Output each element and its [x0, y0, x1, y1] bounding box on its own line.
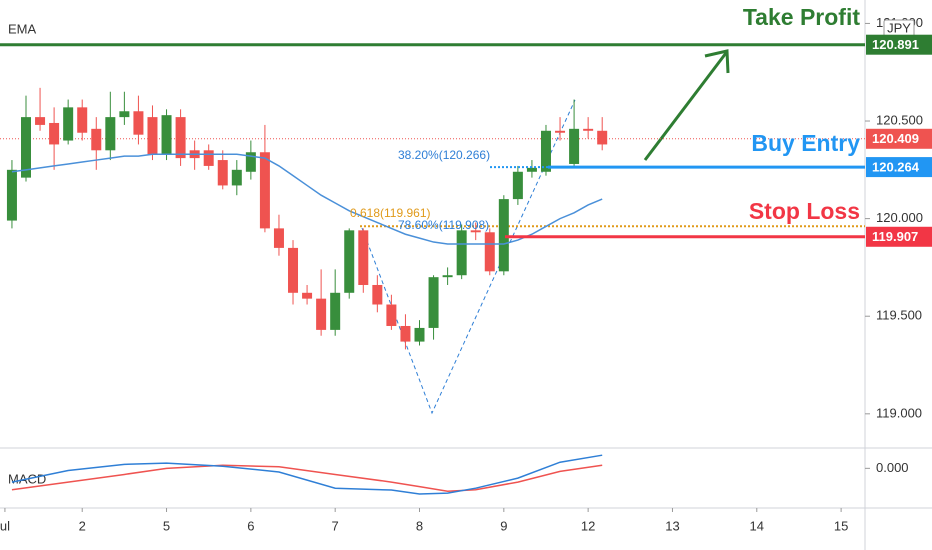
candle-body [259, 152, 270, 229]
fib-label: 0.618(119.961) [350, 206, 431, 220]
candle-body [470, 230, 481, 233]
candle-body [597, 130, 608, 145]
candle-body [161, 115, 172, 155]
x-tick-label: 15 [834, 518, 848, 533]
y-tick-label: 119.000 [876, 405, 922, 420]
candle-body [456, 230, 467, 276]
unit-label: JPY [887, 20, 911, 35]
level-name: Take Profit [743, 4, 860, 30]
candle-body [358, 230, 369, 285]
macd-line [11, 454, 603, 495]
candle-body [372, 284, 383, 305]
x-tick-label: 2 [79, 518, 86, 533]
candle-body [133, 111, 144, 135]
price-box-label: 120.891 [872, 37, 919, 52]
candle-body [245, 152, 256, 172]
candle-body [442, 275, 453, 278]
candle-body [63, 107, 74, 141]
candle-body [316, 298, 327, 330]
price-box-label: 119.907 [872, 229, 918, 244]
fib-label: 78.60%(119.908) [398, 218, 489, 232]
x-tick-label: 13 [665, 518, 679, 533]
ema-line [11, 153, 603, 245]
candle-body [35, 117, 46, 125]
arrow-head [704, 49, 730, 74]
candle-body [203, 150, 214, 166]
candle-body [175, 117, 186, 159]
price-box [866, 226, 932, 247]
candle-body [484, 232, 495, 272]
price-box [866, 34, 932, 55]
candle-body [344, 230, 355, 293]
x-tick-label: 5 [163, 518, 170, 533]
candle-body [330, 292, 341, 330]
candle-body [540, 130, 551, 172]
y-tick-label: 120.500 [876, 112, 923, 127]
x-tick-label: 9 [500, 518, 507, 533]
x-tick-label: 12 [581, 518, 595, 533]
indicator-label: EMA [8, 21, 37, 36]
candle-body [231, 169, 242, 186]
candle-body [49, 122, 60, 145]
candle-body [512, 171, 523, 200]
price-box [866, 128, 932, 149]
signal-line [11, 464, 603, 493]
candle-body [6, 169, 17, 221]
candle-body [400, 325, 411, 342]
candle-body [386, 304, 397, 326]
candle-body [555, 130, 566, 133]
candle-body [20, 117, 31, 178]
candle-body [217, 160, 228, 186]
candle-body [147, 117, 158, 155]
fib-label: 38.20%(120.266) [398, 148, 490, 162]
candle-body [77, 107, 88, 133]
price-box [866, 157, 932, 178]
candle-body [105, 117, 116, 151]
x-tick-label: 7 [332, 518, 339, 533]
arrow-shaft [643, 52, 728, 161]
candle-body [302, 292, 313, 299]
candle-body [526, 167, 537, 172]
x-tick-label: ul [0, 518, 10, 533]
candle-body [273, 228, 284, 248]
candle-body [428, 277, 439, 328]
candle-body [414, 327, 425, 342]
candle-body [91, 128, 102, 151]
price-box-label: 120.264 [872, 160, 920, 175]
level-name: Buy Entry [751, 130, 860, 156]
fib-zigzag [361, 99, 576, 415]
y-tick-label: 119.500 [876, 308, 922, 323]
macd-tick-label: 0.000 [876, 460, 909, 475]
candle-body [498, 199, 509, 272]
level-name: Stop Loss [749, 198, 860, 224]
price-box-label: 120.409 [872, 131, 919, 146]
candle-body [119, 111, 130, 118]
candle-body [569, 128, 580, 164]
candle-body [288, 247, 299, 293]
x-tick-label: 8 [416, 518, 423, 533]
x-tick-label: 6 [247, 518, 254, 533]
y-tick-label: 120.000 [876, 210, 923, 225]
x-tick-label: 14 [750, 518, 764, 533]
candle-body [583, 128, 594, 131]
